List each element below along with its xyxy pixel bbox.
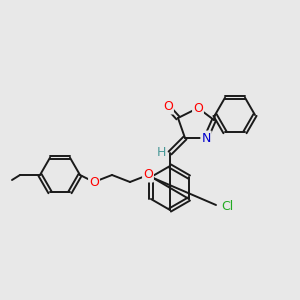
Text: O: O xyxy=(89,176,99,188)
Text: O: O xyxy=(163,100,173,113)
Text: Cl: Cl xyxy=(221,200,233,212)
Text: H: H xyxy=(156,146,166,158)
Text: N: N xyxy=(201,131,211,145)
Text: O: O xyxy=(193,101,203,115)
Text: O: O xyxy=(143,169,153,182)
